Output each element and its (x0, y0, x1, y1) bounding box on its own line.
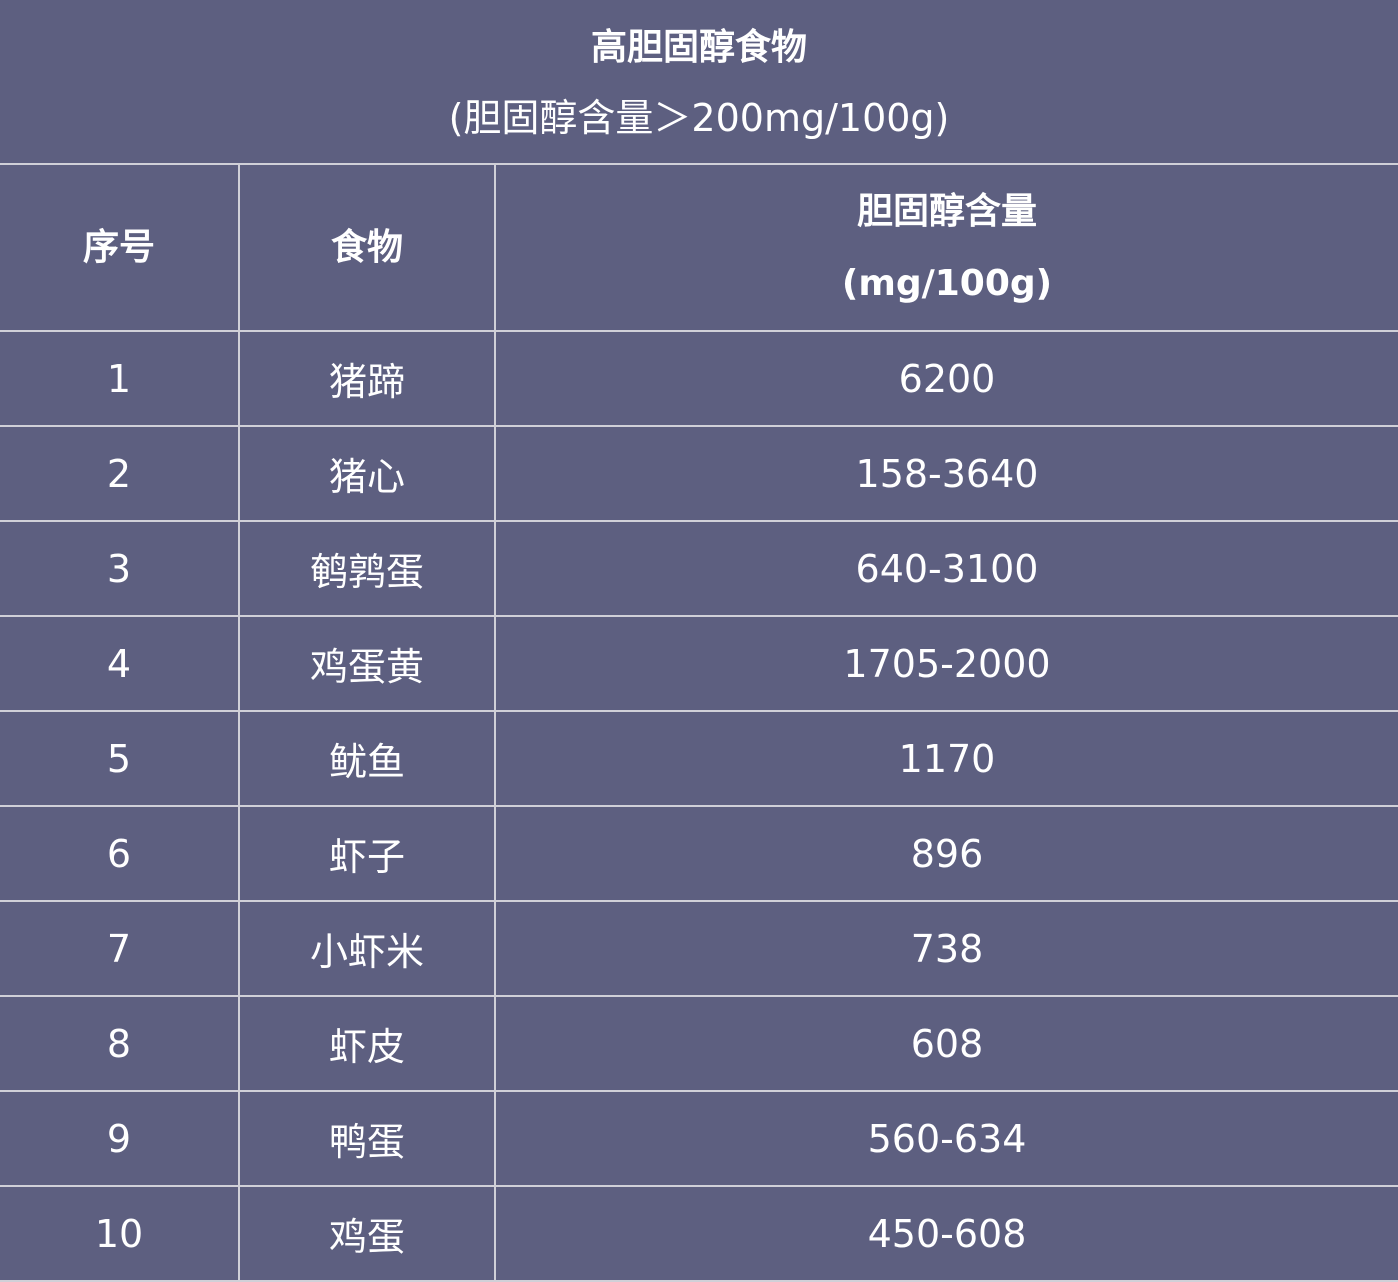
header-food: 食物 (238, 165, 496, 332)
cell-food: 鱿鱼 (238, 710, 496, 807)
table-row: 6 虾子 896 (0, 805, 1398, 902)
cell-index: 3 (0, 520, 240, 617)
cell-food: 小虾米 (238, 900, 496, 997)
cell-cholesterol: 1705-2000 (494, 615, 1398, 712)
cell-cholesterol: 608 (494, 995, 1398, 1092)
cell-cholesterol: 896 (494, 805, 1398, 902)
cell-index: 7 (0, 900, 240, 997)
table-subtitle: (胆固醇含量＞200mg/100g) (448, 96, 950, 140)
cell-cholesterol: 450-608 (494, 1185, 1398, 1282)
cell-food: 鸭蛋 (238, 1090, 496, 1187)
cell-food: 鸡蛋黄 (238, 615, 496, 712)
cell-food: 虾皮 (238, 995, 496, 1092)
cell-index: 9 (0, 1090, 240, 1187)
cell-index: 4 (0, 615, 240, 712)
cell-index: 1 (0, 330, 240, 427)
cell-cholesterol: 640-3100 (494, 520, 1398, 617)
cell-food: 猪心 (238, 425, 496, 522)
header-row: 序号 食物 胆固醇含量 (mg/100g) (0, 165, 1398, 332)
table-row: 4 鸡蛋黄 1705-2000 (0, 615, 1398, 712)
cell-index: 2 (0, 425, 240, 522)
cell-food: 猪蹄 (238, 330, 496, 427)
table-title: 高胆固醇食物 (590, 27, 807, 68)
header-content: 胆固醇含量 (mg/100g) (494, 165, 1398, 332)
table-title-block: 高胆固醇食物 (胆固醇含量＞200mg/100g) (0, 0, 1398, 165)
cell-index: 8 (0, 995, 240, 1092)
cell-index: 10 (0, 1185, 240, 1282)
cell-cholesterol: 6200 (494, 330, 1398, 427)
table-row: 2 猪心 158-3640 (0, 425, 1398, 522)
header-index: 序号 (0, 165, 240, 332)
cell-cholesterol: 1170 (494, 710, 1398, 807)
cell-index: 5 (0, 710, 240, 807)
cell-food: 鸡蛋 (238, 1185, 496, 1282)
header-content-unit: (mg/100g) (841, 262, 1053, 304)
cell-food: 虾子 (238, 805, 496, 902)
cell-cholesterol: 738 (494, 900, 1398, 997)
cell-index: 6 (0, 805, 240, 902)
cell-cholesterol: 158-3640 (494, 425, 1398, 522)
table-row: 8 虾皮 608 (0, 995, 1398, 1092)
cell-food: 鹌鹑蛋 (238, 520, 496, 617)
table-row: 5 鱿鱼 1170 (0, 710, 1398, 807)
table-row: 1 猪蹄 6200 (0, 330, 1398, 427)
header-content-label: 胆固醇含量 (856, 190, 1037, 232)
table-row: 3 鹌鹑蛋 640-3100 (0, 520, 1398, 617)
table-row: 7 小虾米 738 (0, 900, 1398, 997)
cell-cholesterol: 560-634 (494, 1090, 1398, 1187)
table-row: 9 鸭蛋 560-634 (0, 1090, 1398, 1187)
cholesterol-table: 序号 食物 胆固醇含量 (mg/100g) 1 猪蹄 6200 2 猪心 158-3640… (0, 165, 1398, 1282)
table-row: 10 鸡蛋 450-608 (0, 1185, 1398, 1282)
